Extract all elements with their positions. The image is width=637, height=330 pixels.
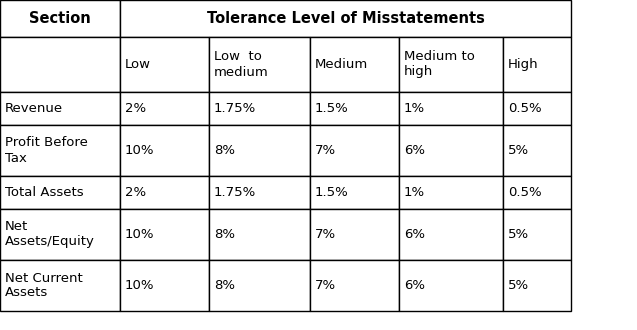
Text: Low  to
medium: Low to medium [214, 50, 269, 79]
Text: 1.5%: 1.5% [315, 102, 348, 115]
Text: 1.75%: 1.75% [214, 102, 256, 115]
Bar [503, 260, 571, 311]
Bar [310, 37, 399, 92]
Text: 8%: 8% [214, 279, 235, 292]
Bar [399, 176, 503, 209]
Bar [209, 209, 310, 260]
Text: 10%: 10% [125, 228, 155, 241]
Text: 5%: 5% [508, 144, 529, 157]
Text: 0.5%: 0.5% [508, 102, 541, 115]
Text: 5%: 5% [508, 279, 529, 292]
Text: 6%: 6% [404, 144, 425, 157]
Bar [209, 37, 310, 92]
Bar [0, 176, 120, 209]
Bar [0, 0, 120, 37]
Bar [120, 37, 209, 92]
Text: High: High [508, 58, 539, 71]
Text: Low: Low [125, 58, 151, 71]
Text: 0.5%: 0.5% [508, 186, 541, 199]
Bar [0, 125, 120, 176]
Bar [0, 260, 120, 311]
Bar [209, 260, 310, 311]
Bar [310, 176, 399, 209]
Bar [209, 176, 310, 209]
Bar [399, 125, 503, 176]
Text: 5%: 5% [508, 228, 529, 241]
Text: 7%: 7% [315, 228, 336, 241]
Bar [399, 37, 503, 92]
Text: 1.5%: 1.5% [315, 186, 348, 199]
Bar [120, 260, 209, 311]
Bar [209, 125, 310, 176]
Text: Tolerance Level of Misstatements: Tolerance Level of Misstatements [206, 11, 484, 26]
Text: 6%: 6% [404, 228, 425, 241]
Bar [120, 92, 209, 125]
Text: Net
Assets/Equity: Net Assets/Equity [5, 220, 95, 248]
Bar [503, 209, 571, 260]
Bar [310, 260, 399, 311]
Bar [399, 260, 503, 311]
Text: Revenue: Revenue [5, 102, 63, 115]
Bar [503, 92, 571, 125]
Text: 2%: 2% [125, 102, 146, 115]
Bar [120, 176, 209, 209]
Text: 1%: 1% [404, 186, 425, 199]
Bar [503, 176, 571, 209]
Bar [310, 92, 399, 125]
Text: 2%: 2% [125, 186, 146, 199]
Bar [120, 209, 209, 260]
Bar [0, 37, 120, 92]
Text: 7%: 7% [315, 279, 336, 292]
Bar [120, 125, 209, 176]
Text: 8%: 8% [214, 144, 235, 157]
Text: Section: Section [29, 11, 91, 26]
Text: Medium: Medium [315, 58, 368, 71]
Text: Medium to
high: Medium to high [404, 50, 475, 79]
Text: Net Current
Assets: Net Current Assets [5, 272, 83, 300]
Bar [310, 209, 399, 260]
Text: 10%: 10% [125, 279, 155, 292]
Text: 8%: 8% [214, 228, 235, 241]
Text: Profit Before
Tax: Profit Before Tax [5, 137, 88, 164]
Text: 1%: 1% [404, 102, 425, 115]
Text: 6%: 6% [404, 279, 425, 292]
Bar [120, 0, 571, 37]
Text: 10%: 10% [125, 144, 155, 157]
Bar [0, 209, 120, 260]
Text: 1.75%: 1.75% [214, 186, 256, 199]
Bar [310, 125, 399, 176]
Bar [0, 92, 120, 125]
Bar [209, 92, 310, 125]
Bar [503, 37, 571, 92]
Text: Total Assets: Total Assets [5, 186, 83, 199]
Bar [503, 125, 571, 176]
Bar [399, 209, 503, 260]
Text: 7%: 7% [315, 144, 336, 157]
Bar [399, 92, 503, 125]
